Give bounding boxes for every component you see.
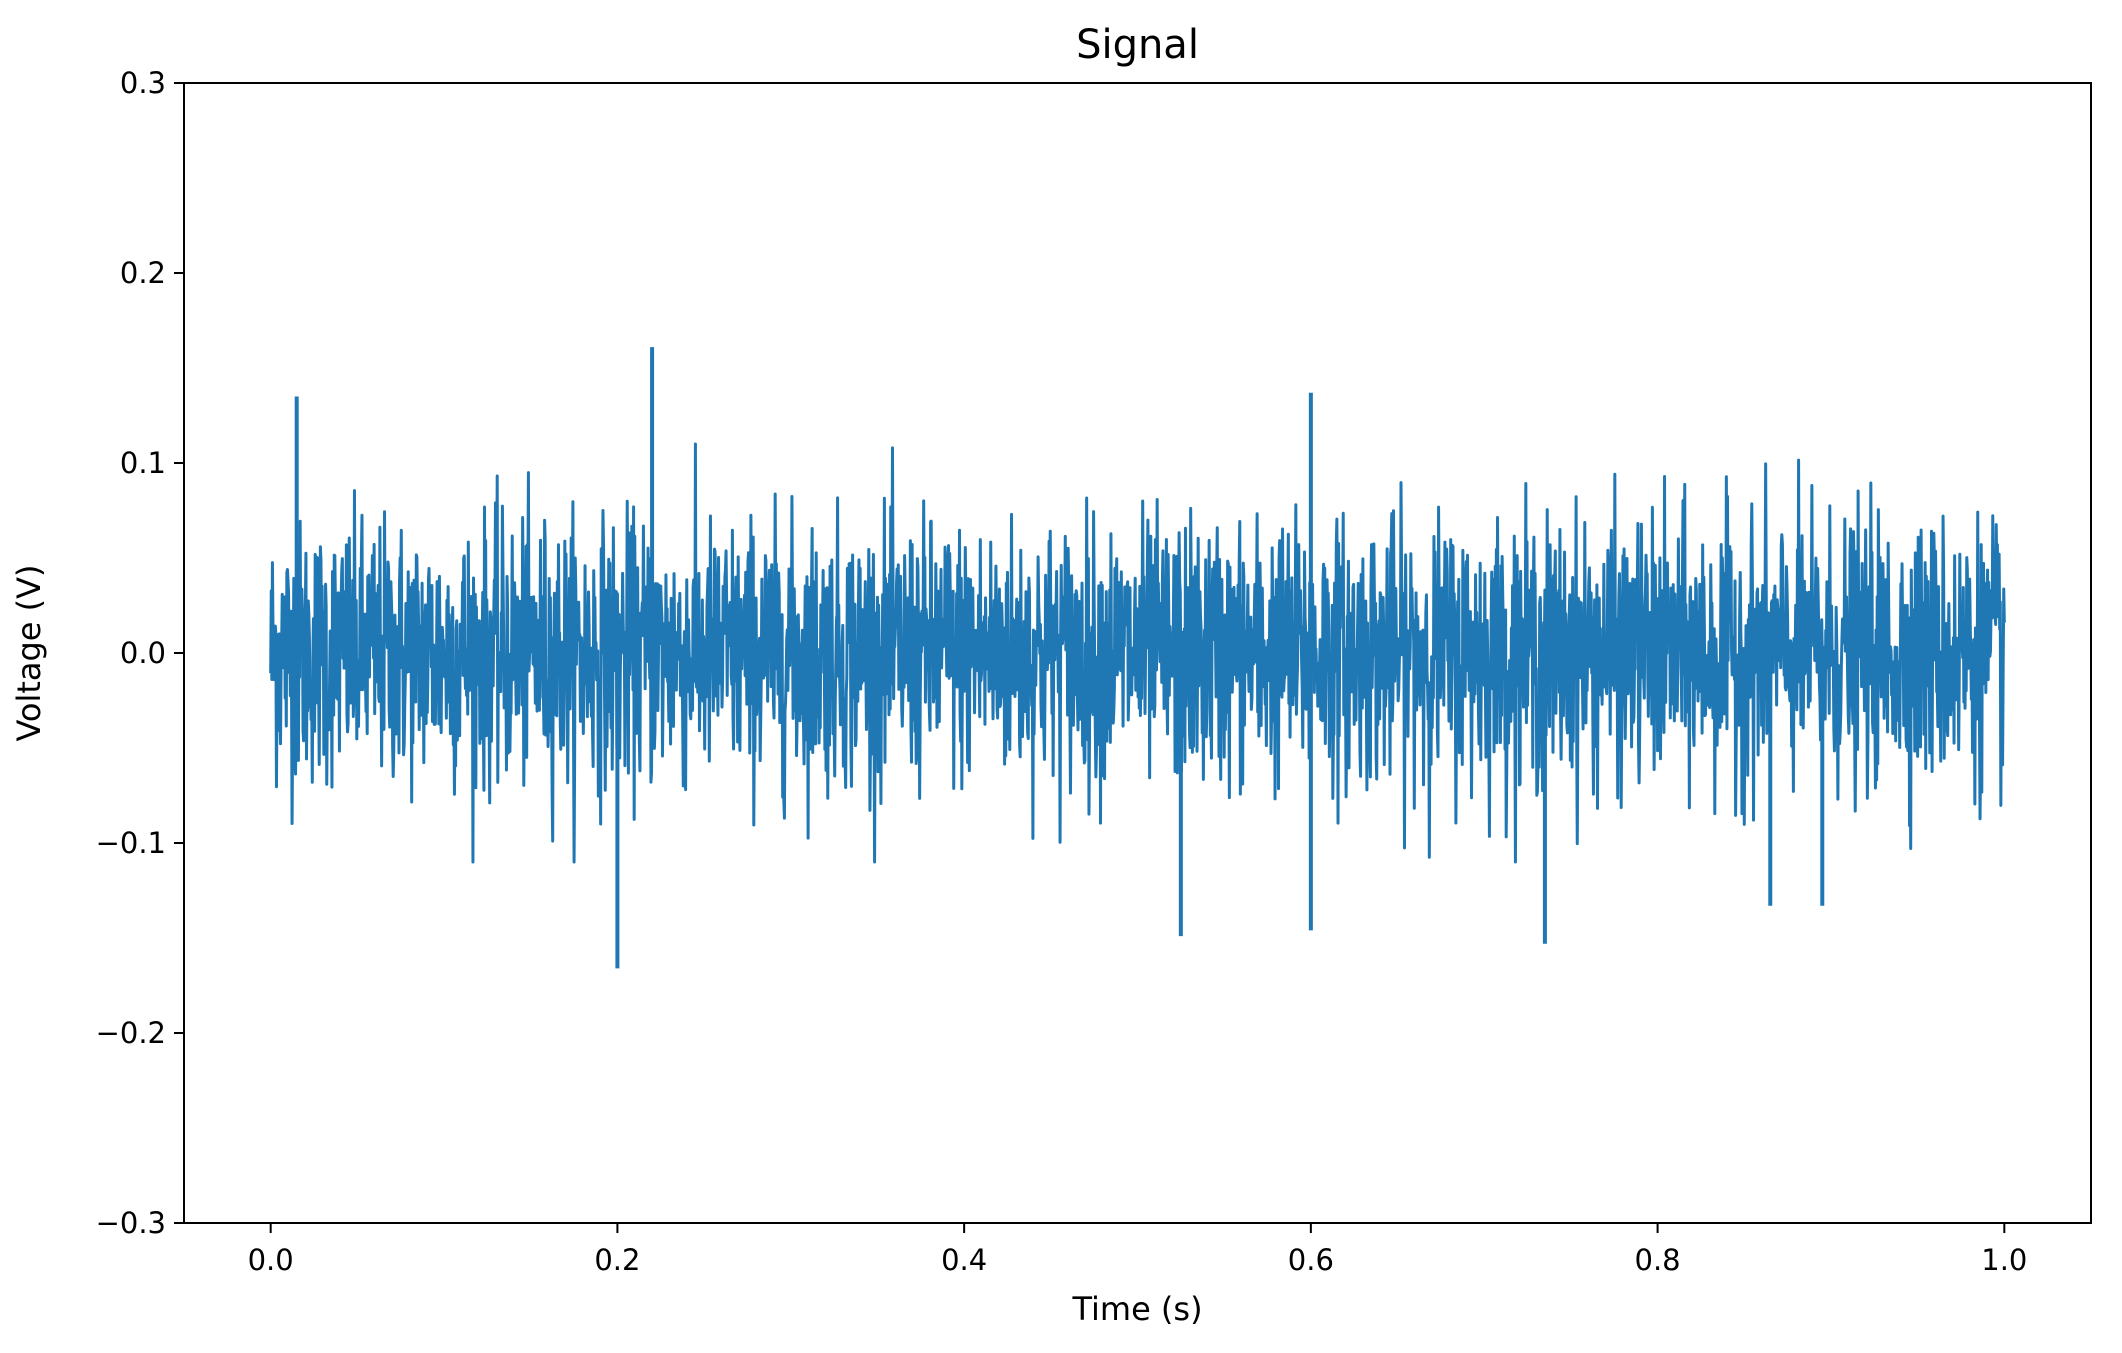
x-tick-label: 0.8 (1635, 1243, 1681, 1277)
y-axis-label: Voltage (V) (10, 564, 48, 741)
y-tick-label: −0.2 (96, 1016, 166, 1050)
y-tick-label: 0.3 (120, 66, 166, 100)
y-tick-label: 0.0 (120, 636, 166, 670)
x-axis-label: Time (s) (1071, 1290, 1202, 1328)
y-tick-label: 0.2 (120, 256, 166, 290)
x-tick-label: 0.4 (941, 1243, 987, 1277)
plot-area (269, 347, 2006, 969)
x-tick-label: 0.0 (248, 1243, 294, 1277)
x-tick-label: 0.6 (1288, 1243, 1334, 1277)
x-tick-label: 1.0 (1981, 1243, 2027, 1277)
y-tick-label: 0.1 (120, 446, 166, 480)
x-axis: 0.0 0.2 0.4 0.6 0.8 1.0 (248, 1223, 2027, 1277)
y-axis: −0.3 −0.2 −0.1 0.0 0.1 0.2 0.3 (96, 66, 184, 1240)
y-tick-label: −0.3 (96, 1206, 166, 1240)
x-tick-label: 0.2 (594, 1243, 640, 1277)
chart-title: Signal (1076, 22, 1199, 68)
y-tick-label: −0.1 (96, 826, 166, 860)
signal-line (269, 442, 2006, 864)
